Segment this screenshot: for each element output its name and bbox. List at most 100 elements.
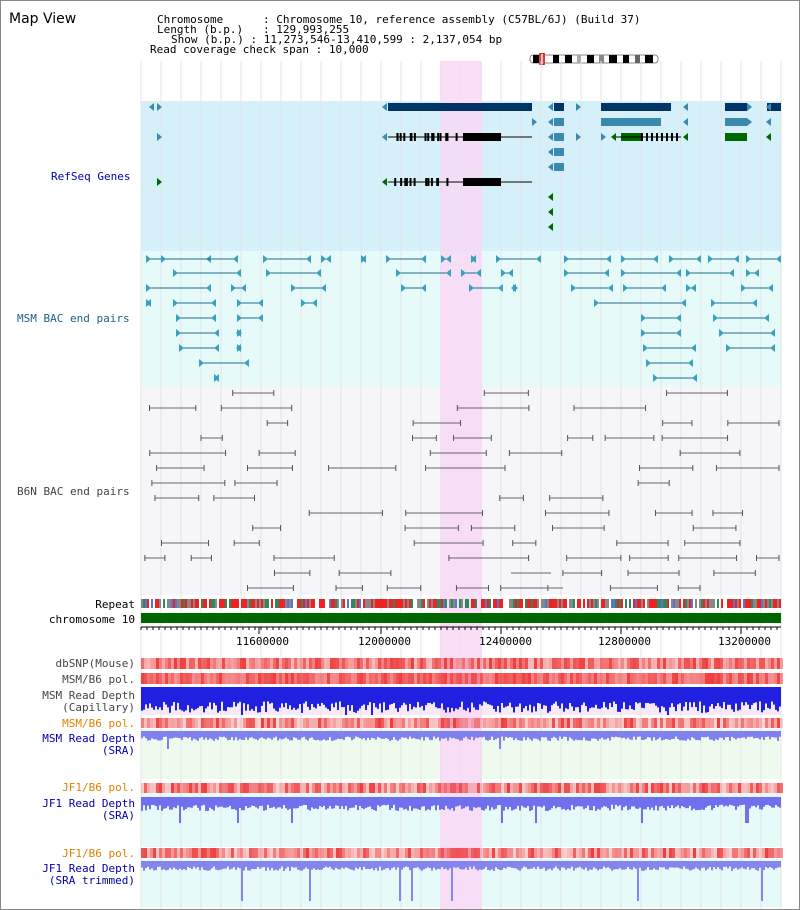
snp-density-cell [630,718,633,728]
repeat-segment [617,599,619,608]
snp-density-cell [249,718,252,728]
snp-density-cell [654,848,657,858]
snp-density-cell [315,783,318,793]
snp-density-cell [711,783,714,793]
snp-density-cell [315,673,318,684]
bac-end-marker [536,255,541,263]
read-depth-bar [355,731,357,737]
repeat-segment [189,599,191,608]
bac-end-marker [236,344,241,352]
read-depth-bar [463,797,465,809]
snp-density-cell [573,783,576,793]
read-depth-bar [373,687,375,704]
snp-density-cell [327,718,330,728]
read-depth-bar [273,687,275,709]
info-show-value: 11,273,546-13,410,599 : 2,137,054 bp [263,33,503,46]
snp-density-cell [561,718,564,728]
snp-density-cell [453,718,456,728]
read-depth-bar [535,861,537,870]
snp-density-cell [264,658,267,669]
snp-density-cell [420,658,423,669]
read-depth-bar [161,687,163,711]
snp-density-cell [489,658,492,669]
repeat-segment [679,599,681,608]
read-depth-bar [613,687,615,702]
read-depth-bar [377,687,379,709]
snp-density-cell [564,658,567,669]
read-depth-bar [405,797,407,809]
read-depth-bar [423,687,425,711]
snp-density-cell [384,718,387,728]
read-depth-bar [379,687,381,704]
repeat-segment [535,599,537,608]
read-depth-bar [307,797,309,810]
read-depth-bar [345,687,347,715]
read-depth-bar [357,731,359,738]
snp-density-cell [300,783,303,793]
snp-density-cell [591,783,594,793]
read-depth-bar [617,861,619,870]
jf1-depth-trim-label-1: JF1 Read Depth [42,862,135,875]
bac-end-marker [676,269,681,277]
read-depth-bar [213,797,215,811]
read-depth-bar [253,687,255,711]
read-depth-bar [471,731,473,737]
snp-density-cell [282,783,285,793]
snp-density-cell [408,718,411,728]
snp-density-cell [474,848,477,858]
snp-density-cell [492,783,495,793]
snp-density-cell [690,658,693,669]
repeat-segment [735,599,737,608]
read-depth-bar [301,861,303,871]
read-depth-bar [411,797,413,811]
snp-density-cell [465,658,468,669]
read-depth-bar [359,731,361,739]
read-depth-bar [655,861,657,870]
read-depth-bar [321,731,323,741]
repeat-segment [357,599,359,608]
read-depth-bar [463,687,465,710]
repeat-segment [213,599,215,608]
snp-density-cell [498,673,501,684]
chromosome-ideogram[interactable] [529,53,661,65]
snp-density-cell [474,673,477,684]
read-depth-bar [709,797,711,806]
read-depth-bar [593,861,595,868]
snp-density-cell [603,658,606,669]
read-depth-bar [599,731,601,739]
repeat-segment [297,599,299,608]
repeat-segment [385,599,387,608]
snp-density-cell [195,658,198,669]
read-depth-bar [163,797,165,809]
snp-density-cell [630,658,633,669]
snp-density-cell [351,783,354,793]
snp-density-cell [738,783,741,793]
read-depth-bar [589,687,591,709]
repeat-segment [367,599,369,608]
msm-bac-track-label[interactable]: MSM BAC end pairs [17,312,130,325]
snp-density-cell [234,718,237,728]
refseq-track-label[interactable]: RefSeq Genes [51,170,131,183]
read-depth-bar [191,861,193,870]
snp-density-cell [438,718,441,728]
read-depth-bar [561,861,563,868]
read-depth-bar [763,861,765,870]
read-depth-bar [223,731,225,737]
snp-density-cell [540,848,543,858]
read-depth-bar [319,861,321,871]
read-depth-bar [405,731,407,738]
snp-density-cell [726,848,729,858]
b6n-bac-track-label[interactable]: B6N BAC end pairs [17,485,130,498]
snp-density-cell [657,673,660,684]
snp-density-cell [762,658,765,669]
snp-density-cell [429,658,432,669]
read-depth-bar [239,687,241,702]
snp-density-cell [705,718,708,728]
snp-density-cell [543,848,546,858]
read-depth-bar [387,797,389,805]
snp-density-cell [321,848,324,858]
read-depth-bar [327,687,329,710]
snp-density-cell [480,673,483,684]
